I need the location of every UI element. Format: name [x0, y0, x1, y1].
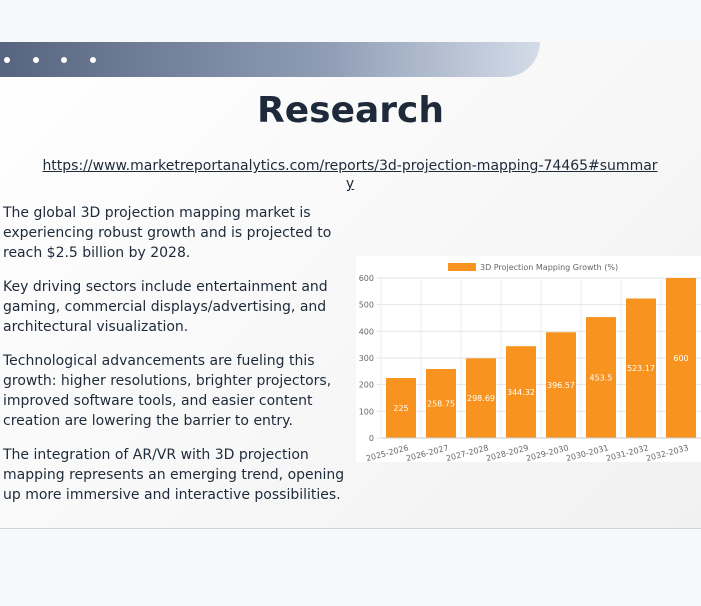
- x-tick-label: 2025-2026: [365, 443, 409, 462]
- dot: [61, 57, 67, 63]
- x-tick-label: 2032-2033: [645, 443, 689, 462]
- bar-value-label: 298.69: [467, 394, 495, 403]
- x-tick-label: 2028-2029: [485, 443, 529, 462]
- y-tick-label: 0: [369, 434, 374, 443]
- paragraph: Technological advancements are fueling t…: [3, 353, 332, 429]
- title: Research: [257, 90, 444, 131]
- dot: [4, 57, 10, 63]
- bar-value-label: 258.75: [427, 400, 455, 409]
- bar: [666, 278, 696, 438]
- paragraph: The global 3D projection mapping market …: [3, 205, 332, 261]
- paragraph: Key driving sectors include entertainmen…: [3, 279, 328, 335]
- bar: [386, 378, 416, 438]
- bar: [426, 369, 456, 438]
- bar-value-label: 523.17: [627, 364, 655, 373]
- y-tick-label: 500: [359, 301, 374, 310]
- bar-value-label: 600: [673, 354, 688, 363]
- header-band: [0, 42, 540, 77]
- x-tick-label: 2031-2032: [605, 443, 649, 462]
- x-tick-label: 2027-2028: [445, 443, 489, 462]
- bar: [586, 317, 616, 438]
- link[interactable]: https://www.marketreportanalytics.com/re…: [42, 158, 658, 192]
- dot: [90, 57, 96, 63]
- bar: [626, 298, 656, 438]
- x-tick-label: 2030-2031: [565, 443, 609, 462]
- x-tick-label: 2029-2030: [525, 443, 569, 462]
- y-tick-label: 300: [359, 354, 374, 363]
- bar-value-label: 225: [393, 404, 408, 413]
- bar: [506, 346, 536, 438]
- bar-value-label: 396.57: [547, 381, 575, 390]
- y-tick-label: 400: [359, 327, 374, 336]
- paragraph: The integration of AR/VR with 3D project…: [3, 447, 345, 503]
- legend-label: 3D Projection Mapping Growth (%): [480, 263, 618, 272]
- bar-value-label: 344.32: [507, 388, 535, 397]
- legend-swatch: [448, 263, 476, 271]
- paragraphs: The global 3D projection mapping market …: [3, 203, 348, 519]
- y-tick-label: 200: [359, 381, 374, 390]
- bar: [546, 332, 576, 438]
- bar: [466, 358, 496, 438]
- y-tick-label: 600: [359, 274, 374, 283]
- chart: 0 100 200 300 400 500 600 3D Projection Mapping…: [356, 256, 701, 462]
- y-tick-label: 100: [359, 407, 374, 416]
- dot: [33, 57, 39, 63]
- bar-value-label: 453.5: [590, 374, 613, 383]
- x-tick-label: 2026-2027: [405, 443, 449, 462]
